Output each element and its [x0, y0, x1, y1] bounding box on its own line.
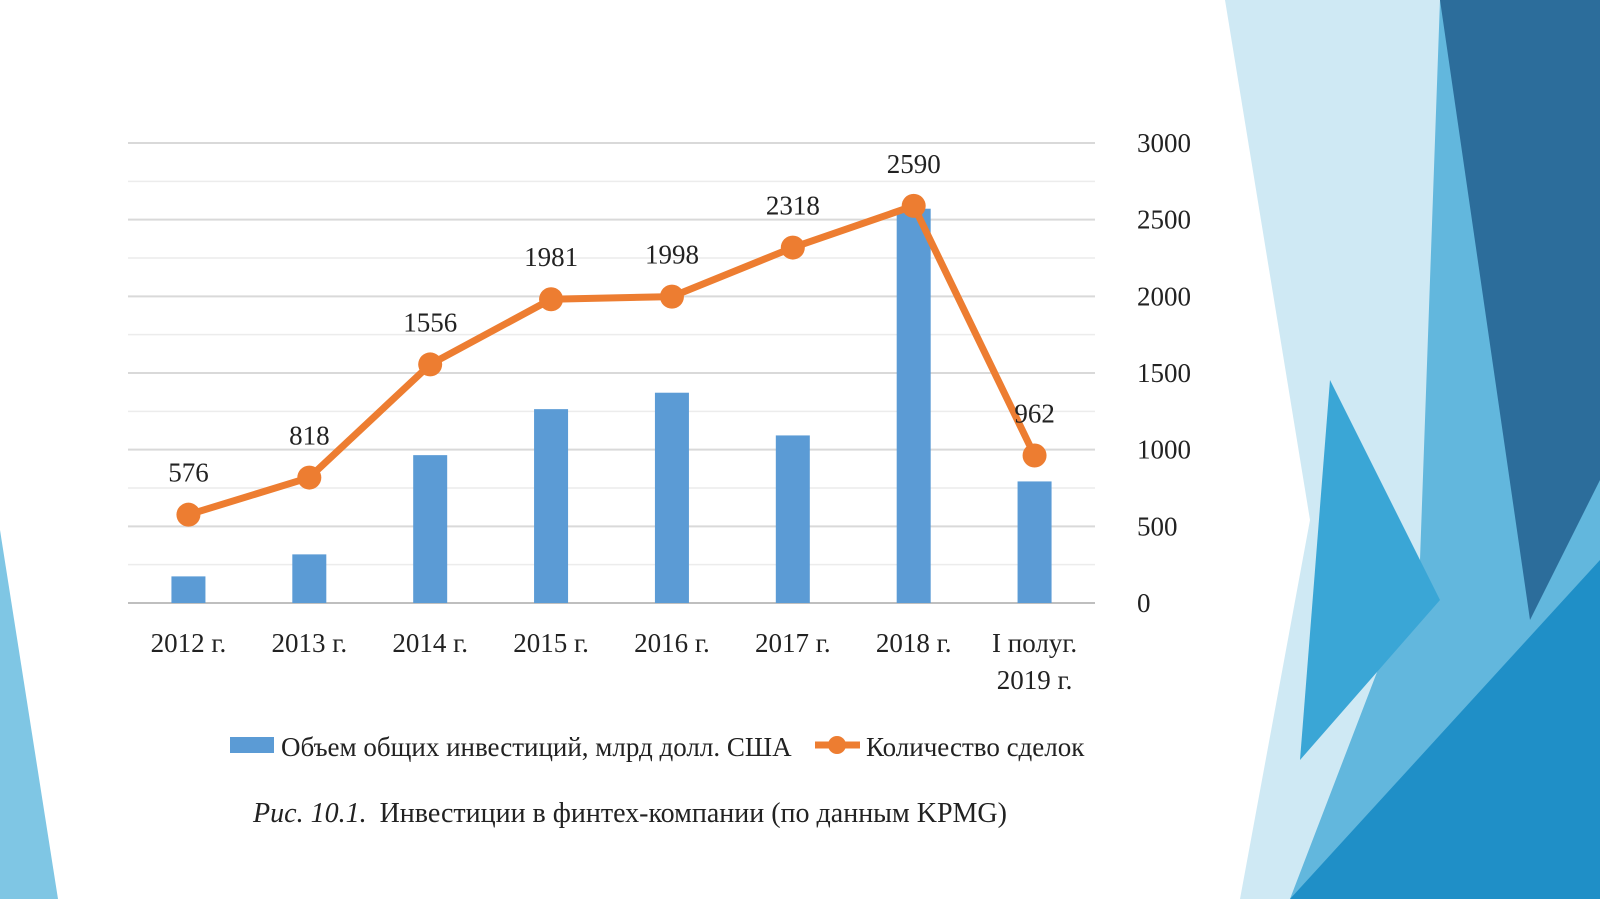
data-label: 1981	[524, 242, 578, 272]
x-tick-line: I полуг.	[992, 628, 1077, 658]
x-tick-label: 2012 г.	[151, 628, 227, 658]
line-series	[184, 202, 1039, 519]
right-shape-deep	[1290, 560, 1600, 899]
bar	[413, 455, 448, 603]
legend-line-marker	[828, 736, 846, 754]
data-label: 2318	[766, 191, 820, 221]
data-label: 1998	[645, 240, 699, 270]
x-axis-labels: 2012 г. 2013 г. 2014 г. 2015 г. 2016 г. 2017 …	[151, 628, 1077, 695]
line-points	[176, 193, 1047, 527]
legend-bar-label: Объем общих инвестиций, млрд долл. США	[281, 732, 792, 762]
y-tick-label: 0	[1137, 588, 1151, 618]
bar	[896, 208, 931, 603]
gridlines	[128, 142, 1095, 604]
data-labels: 576 818 1556 1981 1998 2318 2590 962	[168, 149, 1055, 488]
right-shape-dark	[1440, 0, 1600, 620]
data-label: 1556	[403, 307, 457, 337]
line-point	[659, 284, 684, 309]
x-tick-line: 2019 г.	[997, 665, 1073, 695]
x-tick-label: 2015 г.	[513, 628, 589, 658]
y-tick-label: 1500	[1137, 358, 1191, 388]
bar	[534, 409, 569, 603]
bar	[171, 576, 206, 603]
line-path	[184, 202, 1039, 519]
line-point	[297, 465, 322, 490]
line-point	[780, 235, 805, 260]
data-label: 962	[1014, 398, 1055, 428]
legend: Объем общих инвестиций, млрд долл. США К…	[230, 732, 1085, 762]
x-tick-line: 2014 г.	[392, 628, 468, 658]
bar	[775, 435, 810, 603]
x-tick-label: 2016 г.	[634, 628, 710, 658]
y-tick-label: 1000	[1137, 435, 1191, 465]
right-shape-sky	[1300, 380, 1440, 760]
y-axis-labels: 0 500 1000 1500 2000 2500 3000	[1137, 128, 1191, 618]
x-tick-label: I полуг. 2019 г.	[992, 628, 1077, 695]
x-tick-label: 2014 г.	[392, 628, 468, 658]
x-tick-label: 2018 г.	[876, 628, 952, 658]
y-tick-label: 2500	[1137, 205, 1191, 235]
line-point	[176, 502, 201, 527]
line-point	[901, 193, 926, 218]
data-label: 576	[168, 458, 209, 488]
y-tick-label: 3000	[1137, 128, 1191, 158]
bar	[1017, 481, 1052, 603]
line-point	[418, 352, 443, 377]
bar	[292, 554, 327, 603]
x-tick-line: 2017 г.	[755, 628, 831, 658]
caption-title: Инвестиции в финтех-компании (по данным …	[380, 798, 1007, 829]
x-tick-line: 2018 г.	[876, 628, 952, 658]
x-tick-label: 2017 г.	[755, 628, 831, 658]
data-label: 818	[289, 421, 330, 451]
line-point	[1022, 443, 1047, 468]
line-point	[539, 287, 564, 312]
y-tick-label: 500	[1137, 511, 1178, 541]
x-tick-label: 2013 г.	[272, 628, 348, 658]
left-accent-shape	[0, 530, 58, 899]
bar	[654, 392, 689, 603]
legend-bar-swatch	[230, 737, 274, 753]
y-tick-label: 2000	[1137, 281, 1191, 311]
x-tick-line: 2016 г.	[634, 628, 710, 658]
data-label: 2590	[887, 149, 941, 179]
x-tick-line: 2012 г.	[151, 628, 227, 658]
figure-caption: Рис. 10.1. Инвестиции в финтех-компании …	[252, 798, 1007, 829]
legend-line-label: Количество сделок	[866, 732, 1085, 762]
bar-series	[171, 208, 1052, 603]
x-tick-line: 2015 г.	[513, 628, 589, 658]
caption-figure-number: Рис. 10.1.	[252, 798, 367, 829]
x-tick-line: 2013 г.	[272, 628, 348, 658]
